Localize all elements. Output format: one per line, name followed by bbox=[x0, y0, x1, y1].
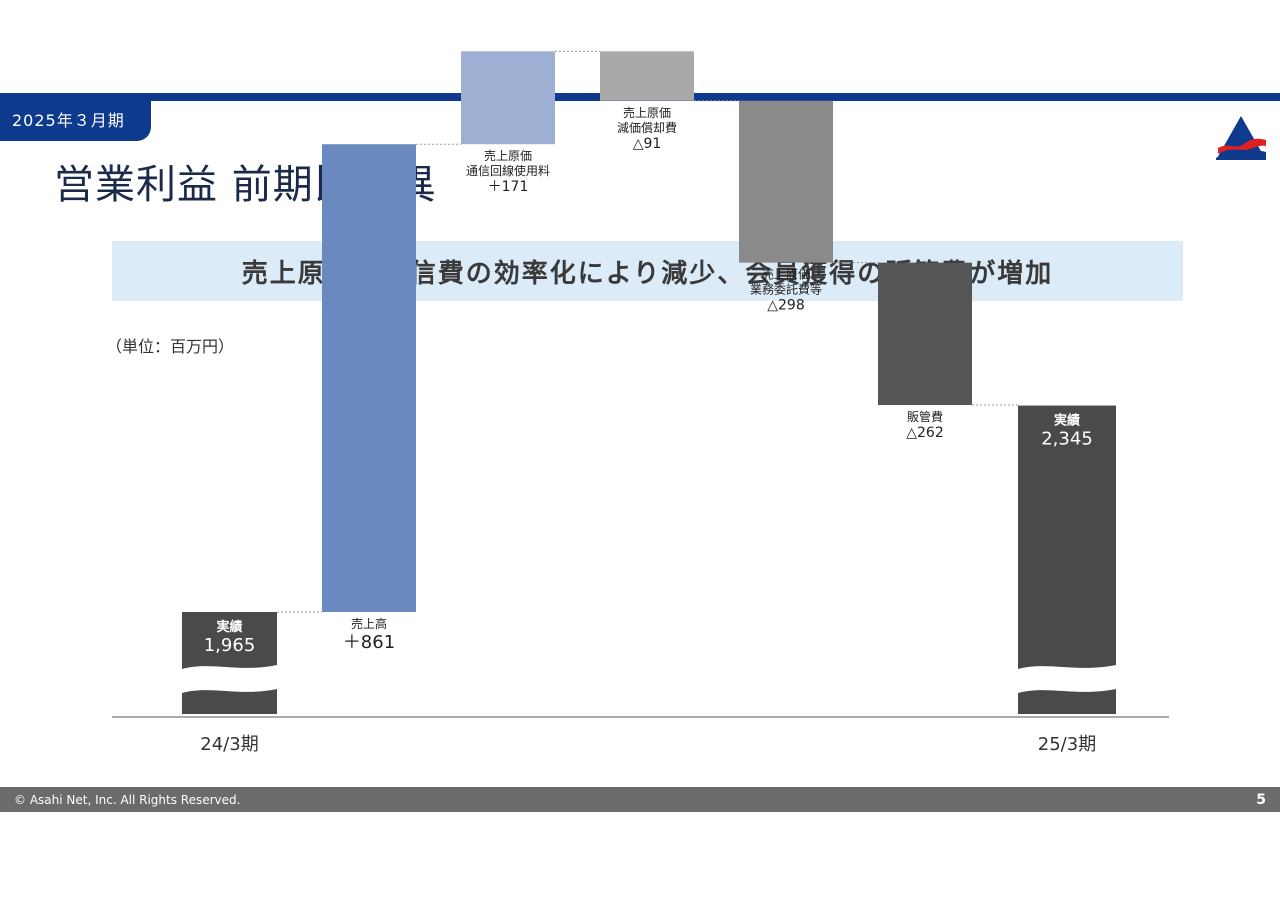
label-cost_comm-2: 通信回線使用料 bbox=[466, 163, 550, 178]
value-label-sga: △262 bbox=[906, 425, 944, 441]
axis-label-end: 25/3期 bbox=[1038, 734, 1096, 755]
waterfall-chart: 実績1,96524/3期売上高＋861売上原価通信回線使用料＋171売上原価減価… bbox=[112, 50, 1169, 755]
axis-break-start bbox=[182, 665, 277, 693]
value-label-cost_depr: △91 bbox=[633, 136, 662, 152]
value-label-sales: ＋861 bbox=[343, 632, 395, 653]
bar-sga bbox=[878, 262, 972, 406]
bar-cost_depr bbox=[600, 51, 694, 101]
axis-label-start: 24/3期 bbox=[200, 734, 258, 755]
unit-label: （単位：百万円） bbox=[106, 337, 235, 356]
footer: © Asahi Net, Inc. All Rights Reserved. 5 bbox=[0, 787, 1280, 812]
bar-sales bbox=[322, 144, 416, 613]
period-tab: 2025年３月期 bbox=[0, 101, 151, 141]
label-cost_depr-2: 減価償却費 bbox=[617, 120, 677, 135]
bar-cost_comm bbox=[461, 51, 555, 145]
value-label-cost_comm: ＋171 bbox=[488, 179, 529, 195]
value-label-cost_outsource: △298 bbox=[767, 298, 805, 314]
page-number: 5 bbox=[1256, 791, 1266, 808]
label-cost_comm-1: 売上原価 bbox=[484, 148, 532, 163]
axis-break-end bbox=[1018, 665, 1116, 693]
label-sga-1: 販管費 bbox=[907, 409, 943, 424]
label-start: 実績 bbox=[216, 619, 242, 635]
label-cost_depr-1: 売上原価 bbox=[623, 105, 671, 120]
value-label-end: 2,345 bbox=[1041, 429, 1093, 450]
bar-cost_outsource bbox=[739, 100, 833, 263]
label-sales-1: 売上高 bbox=[351, 616, 387, 631]
company-logo-icon bbox=[1216, 116, 1266, 160]
copyright-text: © Asahi Net, Inc. All Rights Reserved. bbox=[14, 792, 241, 807]
bar-end bbox=[1018, 405, 1116, 714]
label-cost_outsource-2: 業務委託費等 bbox=[750, 282, 822, 297]
bar-start bbox=[182, 612, 277, 714]
label-end: 実績 bbox=[1054, 413, 1080, 429]
label-cost_outsource-1: 売上原価 bbox=[762, 267, 810, 282]
value-label-start: 1,965 bbox=[204, 635, 256, 656]
